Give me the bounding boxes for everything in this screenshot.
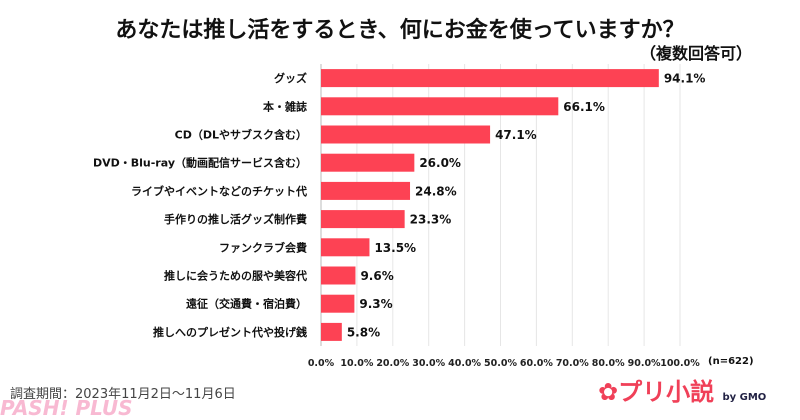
x-tick-label: 30.0% [412, 358, 445, 369]
x-tick-label: 50.0% [484, 358, 517, 369]
logo-by: by GMO [722, 392, 767, 403]
chart-title: あなたは推し活をするとき、何にお金を使っていますか？ [115, 18, 685, 43]
data-label: 24.8% [415, 184, 457, 198]
puri-shosetsu-logo: ✿プリ小説 by GMO [598, 378, 767, 406]
bar [321, 322, 342, 341]
data-label: 13.5% [374, 241, 416, 255]
x-tick-label: 40.0% [448, 358, 481, 369]
category-label: 推しへのプレゼント代や投げ銭 [153, 325, 307, 339]
data-label: 47.1% [495, 128, 537, 142]
x-tick-label: 60.0% [520, 358, 553, 369]
category-label: 本・雑誌 [263, 99, 307, 113]
bar [321, 97, 559, 116]
x-tick-label: 0.0% [308, 358, 335, 369]
x-tick-label: 90.0% [628, 358, 661, 369]
x-tick-label: 80.0% [592, 358, 625, 369]
data-label: 9.3% [359, 297, 392, 311]
category-label: ファンクラブ会費 [219, 240, 307, 254]
data-label: 66.1% [563, 100, 605, 114]
data-label: 23.3% [410, 213, 452, 227]
bar [321, 238, 370, 257]
bar [321, 153, 415, 172]
bar [321, 181, 411, 200]
bar [321, 125, 491, 144]
category-label: 推しに会うための服や美容代 [164, 269, 307, 283]
bar [321, 69, 659, 88]
chart-subtitle: （複数回答可） [639, 44, 752, 63]
sample-size: (n=622) [708, 356, 754, 367]
data-label: 94.1% [664, 72, 706, 86]
pash-plus-watermark: PASH! PLUS [0, 396, 133, 420]
x-tick-label: 100.0% [660, 358, 700, 369]
logo-text: プリ小説 [618, 378, 715, 406]
x-tick-label: 20.0% [376, 358, 409, 369]
category-label: 手作りの推し活グッズ制作費 [164, 212, 307, 226]
survey-period: 調査期間：2023年11月2日～11月6日 [10, 387, 236, 402]
category-label: ライブやイベントなどのチケット代 [131, 184, 307, 198]
x-tick-label: 10.0% [340, 358, 373, 369]
bar [321, 210, 405, 229]
category-label: DVD・Blu-ray（動画配信サービス含む） [93, 156, 307, 170]
data-label: 26.0% [419, 156, 461, 170]
x-tick-label: 70.0% [556, 358, 589, 369]
bar [321, 266, 356, 285]
category-label: CD（DLやサブスク含む） [175, 128, 307, 142]
bar [321, 294, 355, 313]
category-label: 遠征（交通費・宿泊費） [186, 297, 307, 311]
data-label: 9.6% [360, 269, 393, 283]
data-label: 5.8% [347, 325, 380, 339]
category-label: グッズ [274, 71, 307, 85]
